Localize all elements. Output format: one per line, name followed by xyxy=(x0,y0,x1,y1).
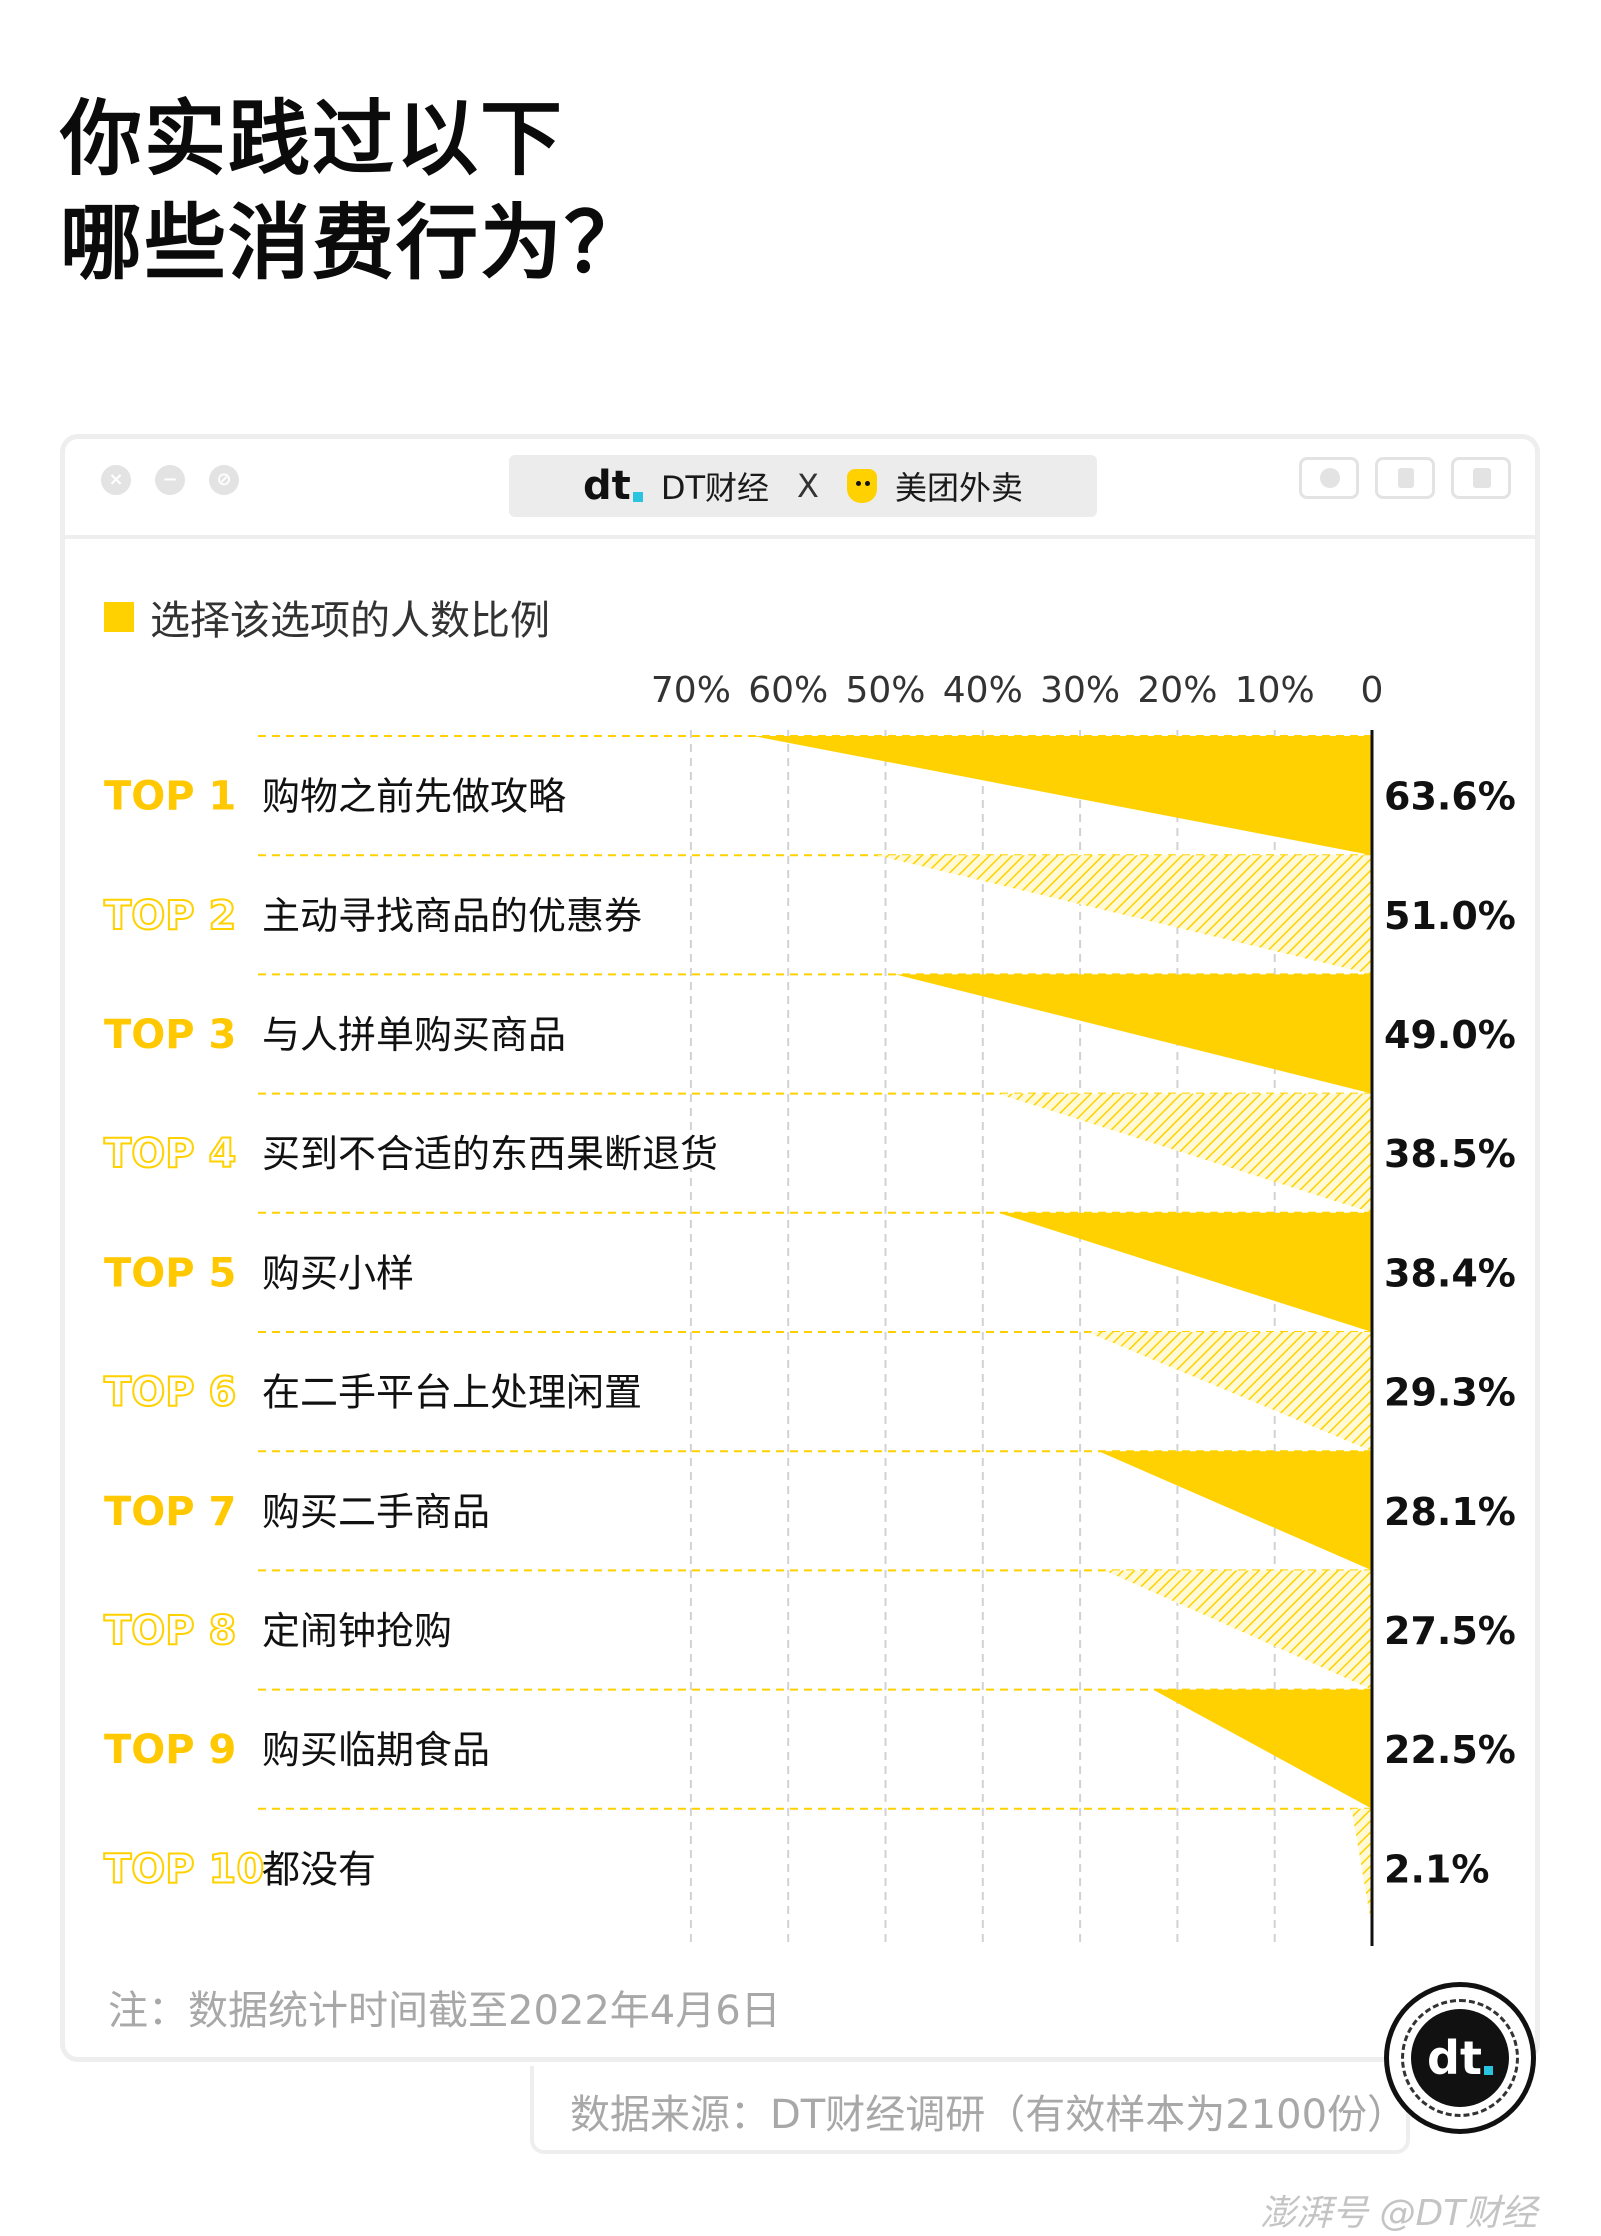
brand-bar: dt DT财经 X 美团外卖 xyxy=(509,455,1097,517)
copy-icon[interactable] xyxy=(1451,457,1511,499)
rank-label: TOP 4 xyxy=(104,1131,236,1177)
category-label: 都没有 xyxy=(262,1847,376,1891)
rank-label: TOP 8 xyxy=(104,1608,236,1654)
bar xyxy=(997,1093,1372,1213)
bar xyxy=(753,736,1372,856)
record-button-icon[interactable] xyxy=(1299,457,1359,499)
value-label: 2.1% xyxy=(1384,1847,1489,1891)
value-label: 29.3% xyxy=(1384,1371,1516,1415)
rank-label: TOP 2 xyxy=(104,893,236,939)
value-label: 38.5% xyxy=(1384,1132,1516,1176)
bar xyxy=(875,855,1372,975)
partner-name: 美团外卖 xyxy=(894,469,1023,507)
footnote: 注：数据统计时间截至2022年4月6日 xyxy=(108,1988,781,2034)
share-icon[interactable] xyxy=(1375,457,1435,499)
rank-label: TOP 6 xyxy=(104,1370,236,1416)
legend-label: 选择该选项的人数比例 xyxy=(150,598,550,644)
legend-swatch xyxy=(104,602,134,632)
category-label: 购买二手商品 xyxy=(262,1490,490,1534)
meituan-logo-icon xyxy=(846,469,877,503)
rank-label: TOP 9 xyxy=(104,1727,236,1773)
category-label: 买到不合适的东西果断退货 xyxy=(262,1132,718,1176)
value-label: 28.1% xyxy=(1384,1490,1516,1534)
bar xyxy=(895,974,1372,1094)
value-label: 49.0% xyxy=(1384,1013,1516,1057)
maximize-icon[interactable]: ⊘ xyxy=(209,465,239,495)
value-label: 27.5% xyxy=(1384,1609,1516,1653)
bar xyxy=(1104,1570,1372,1690)
value-label: 38.4% xyxy=(1384,1251,1516,1295)
rank-label: TOP 3 xyxy=(104,1012,236,1058)
title: 你实践过以下 哪些消费行为？ xyxy=(60,88,648,296)
data-source: 数据来源：DT财经调研（有效样本为2100份） xyxy=(570,2092,1408,2138)
bar xyxy=(1351,1808,1372,1928)
category-label: 购买临期食品 xyxy=(262,1728,490,1772)
bar xyxy=(1098,1451,1372,1571)
x-tick-label: 30% xyxy=(1040,670,1120,711)
title-line-2: 哪些消费行为？ xyxy=(60,196,649,291)
window-titlebar: × − ⊘ dt DT财经 X 美团外卖 xyxy=(65,439,1535,539)
rank-label: TOP 5 xyxy=(104,1250,236,1296)
title-line-1: 你实践过以下 xyxy=(60,92,565,187)
category-label: 购物之前先做攻略 xyxy=(262,775,566,819)
x-tick-label: 40% xyxy=(943,670,1023,711)
value-label: 63.6% xyxy=(1384,775,1516,819)
x-tick-label: 10% xyxy=(1235,670,1315,711)
bar xyxy=(1153,1689,1372,1809)
dt-badge-icon: dt xyxy=(1384,1982,1536,2134)
legend: 选择该选项的人数比例 xyxy=(104,588,550,646)
brand-separator: X xyxy=(797,467,819,505)
rank-label: TOP 7 xyxy=(104,1489,236,1535)
rank-label: TOP 1 xyxy=(104,774,236,820)
x-tick-label: 70% xyxy=(651,670,731,711)
value-label: 51.0% xyxy=(1384,894,1516,938)
dt-name: DT财经 xyxy=(660,469,770,507)
category-label: 与人拼单购买商品 xyxy=(262,1013,566,1057)
minimize-icon[interactable]: − xyxy=(155,465,185,495)
watermark: 澎湃号 @DT财经 xyxy=(1260,2193,1538,2234)
x-tick-label: 20% xyxy=(1137,670,1217,711)
x-tick-label: 0 xyxy=(1361,670,1384,711)
rank-label: TOP 10 xyxy=(104,1846,264,1892)
category-label: 主动寻找商品的优惠券 xyxy=(262,894,642,938)
x-tick-label: 60% xyxy=(748,670,828,711)
category-label: 定闹钟抢购 xyxy=(262,1609,452,1653)
bar-chart: 70% 60% 50% 40% 30% 20% 10% 0 TOP 1 购物之前先做攻略 63.6%… xyxy=(103,670,1516,1946)
value-label: 22.5% xyxy=(1384,1728,1516,1772)
category-label: 在二手平台上处理闲置 xyxy=(262,1371,642,1415)
bar xyxy=(1086,1332,1372,1452)
close-icon[interactable]: × xyxy=(101,465,131,495)
dt-logo-icon: dt xyxy=(583,466,643,506)
x-tick-label: 50% xyxy=(845,670,925,711)
bar xyxy=(998,1212,1372,1332)
category-label: 购买小样 xyxy=(262,1251,414,1295)
